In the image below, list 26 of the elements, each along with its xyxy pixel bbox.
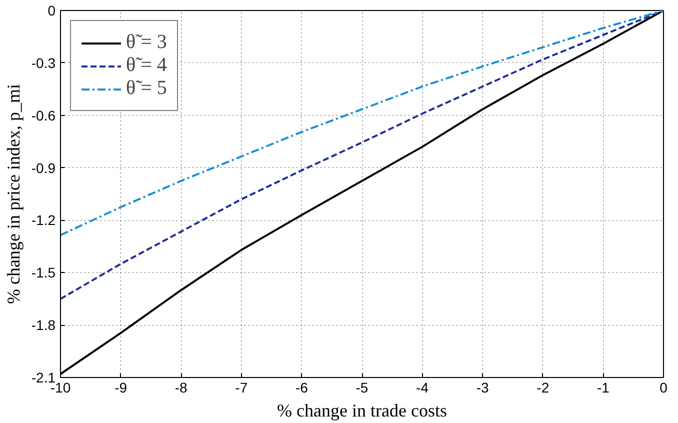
- y-tick-label: -1.2: [31, 212, 56, 228]
- x-tick-label: -5: [356, 380, 368, 396]
- x-tick-label: -7: [235, 380, 248, 396]
- y-tick-label: -1.8: [31, 317, 56, 334]
- x-tick-label: -2: [536, 380, 550, 396]
- line-series: [60, 10, 664, 236]
- x-axis-title: % change in trade costs: [277, 400, 447, 420]
- y-tick-label: -2.1: [31, 370, 56, 386]
- y-tick-label: -0.6: [31, 107, 56, 124]
- x-tick-label: -4: [416, 380, 429, 396]
- y-axis-title: % change in price index, p_mi: [3, 84, 24, 304]
- legend-label: θ̃ = 5: [126, 77, 167, 100]
- y-tick-label: 0: [48, 2, 56, 18]
- line-series: [60, 10, 664, 376]
- x-tick-label: 0: [660, 380, 668, 396]
- x-tick-label: -9: [114, 380, 128, 396]
- y-tick-label: -0.9: [31, 160, 56, 176]
- y-tick-label: -1.5: [31, 264, 56, 281]
- x-tick-label: -8: [174, 380, 188, 396]
- y-tick-label: -0.3: [31, 54, 56, 71]
- x-tick-label: -6: [295, 380, 308, 396]
- legend-label: θ̃ = 4: [126, 54, 167, 77]
- x-tick-label: -1: [596, 380, 610, 396]
- legend-label: θ̃ = 3: [126, 31, 167, 54]
- line-series: [60, 10, 664, 300]
- x-tick-label: -3: [476, 380, 490, 396]
